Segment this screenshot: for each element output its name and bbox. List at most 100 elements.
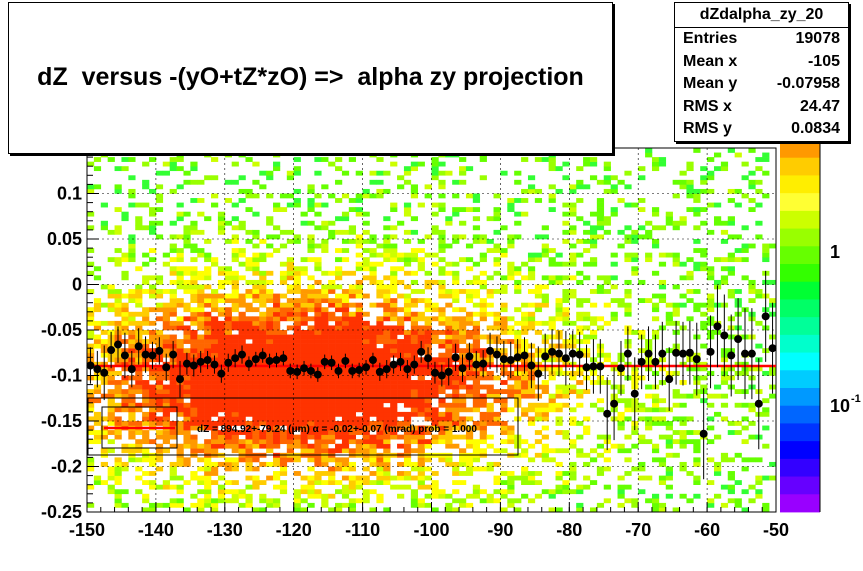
histogram-cell bbox=[686, 193, 694, 199]
histogram-cell bbox=[459, 316, 467, 322]
histogram-cell bbox=[307, 380, 315, 385]
histogram-cell bbox=[472, 407, 481, 413]
histogram-cell bbox=[369, 461, 377, 467]
histogram-cell bbox=[589, 229, 598, 235]
histogram-cell bbox=[459, 448, 467, 454]
histogram-cell bbox=[679, 216, 687, 222]
histogram-cell bbox=[555, 166, 563, 172]
histogram-cell bbox=[183, 325, 191, 331]
histogram-cell bbox=[645, 257, 653, 263]
profile-point bbox=[210, 360, 219, 369]
histogram-cell bbox=[197, 284, 205, 290]
histogram-cell bbox=[273, 407, 281, 413]
histogram-cell bbox=[162, 343, 170, 349]
histogram-cell bbox=[314, 443, 322, 449]
histogram-cell bbox=[245, 425, 253, 431]
histogram-cell bbox=[176, 498, 184, 504]
histogram-cell bbox=[87, 430, 95, 435]
histogram-cell bbox=[486, 311, 494, 317]
histogram-cell bbox=[128, 311, 136, 317]
histogram-cell bbox=[314, 343, 322, 349]
histogram-cell bbox=[100, 320, 108, 326]
y-tick-label: -0.25 bbox=[41, 502, 82, 522]
histogram-cell bbox=[486, 407, 494, 413]
histogram-cell bbox=[541, 457, 549, 463]
histogram-cell bbox=[314, 257, 322, 263]
histogram-cell bbox=[204, 416, 212, 422]
histogram-cell bbox=[252, 370, 260, 376]
histogram-cell bbox=[341, 402, 350, 408]
histogram-cell bbox=[748, 289, 756, 294]
histogram-cell bbox=[314, 407, 322, 413]
histogram-cell bbox=[128, 393, 136, 399]
histogram-cell bbox=[197, 293, 205, 299]
histogram-cell bbox=[493, 475, 501, 481]
histogram-cell bbox=[514, 289, 522, 294]
histogram-cell bbox=[135, 225, 143, 231]
histogram-cell bbox=[521, 325, 529, 331]
histogram-cell bbox=[231, 316, 239, 322]
histogram-cell bbox=[128, 293, 136, 299]
histogram-cell bbox=[638, 198, 646, 203]
histogram-cell bbox=[190, 343, 198, 349]
histogram-cell bbox=[679, 416, 687, 422]
histogram-cell bbox=[362, 389, 370, 394]
histogram-cell bbox=[321, 389, 329, 394]
histogram-cell bbox=[355, 498, 363, 504]
histogram-cell bbox=[224, 320, 232, 326]
histogram-cell bbox=[321, 407, 329, 413]
histogram-cell bbox=[693, 248, 701, 253]
stats-row-rms-y: RMS y 0.0834 bbox=[675, 118, 848, 141]
histogram-cell bbox=[417, 480, 425, 485]
histogram-cell bbox=[417, 161, 425, 167]
histogram-cell bbox=[390, 270, 398, 276]
histogram-cell bbox=[321, 448, 329, 454]
histogram-cell bbox=[369, 239, 377, 244]
histogram-cell bbox=[286, 275, 294, 281]
histogram-cell bbox=[155, 407, 164, 413]
histogram-cell bbox=[465, 320, 474, 326]
profile-point bbox=[486, 346, 495, 355]
histogram-cell bbox=[328, 416, 336, 422]
histogram-cell bbox=[383, 234, 391, 240]
histogram-cell bbox=[541, 380, 549, 385]
histogram-cell bbox=[231, 430, 239, 435]
histogram-cell bbox=[224, 343, 232, 349]
histogram-cell bbox=[645, 425, 653, 431]
histogram-cell bbox=[410, 184, 419, 190]
colorbar-cell bbox=[780, 228, 820, 247]
histogram-cell bbox=[286, 202, 294, 208]
histogram-cell bbox=[286, 325, 294, 331]
histogram-cell bbox=[700, 311, 708, 317]
histogram-cell bbox=[217, 330, 226, 335]
colorbar-cell bbox=[780, 246, 820, 265]
histogram-cell bbox=[341, 457, 350, 463]
histogram-cell bbox=[390, 475, 398, 481]
histogram-cell bbox=[631, 430, 639, 435]
histogram-cell bbox=[190, 375, 198, 381]
histogram-cell bbox=[293, 439, 301, 445]
histogram-cell bbox=[693, 188, 701, 194]
histogram-cell bbox=[328, 430, 336, 435]
histogram-cell bbox=[135, 311, 143, 317]
histogram-cell bbox=[679, 261, 687, 267]
histogram-cell bbox=[217, 352, 226, 358]
histogram-cell bbox=[286, 352, 294, 358]
histogram-cell bbox=[521, 311, 529, 317]
histogram-cell bbox=[231, 202, 239, 208]
histogram-cell bbox=[631, 330, 639, 335]
histogram-cell bbox=[362, 311, 370, 317]
histogram-cell bbox=[465, 266, 474, 272]
histogram-cell bbox=[341, 425, 350, 431]
histogram-cell bbox=[176, 284, 184, 290]
histogram-cell bbox=[534, 307, 543, 313]
histogram-cell bbox=[624, 398, 632, 404]
histogram-cell bbox=[135, 439, 143, 445]
histogram-cell bbox=[472, 275, 481, 281]
histogram-cell bbox=[755, 293, 763, 299]
histogram-cell bbox=[693, 198, 701, 203]
histogram-cell bbox=[645, 421, 653, 426]
histogram-cell bbox=[348, 498, 357, 504]
histogram-cell bbox=[403, 461, 412, 467]
histogram-cell bbox=[465, 384, 474, 390]
